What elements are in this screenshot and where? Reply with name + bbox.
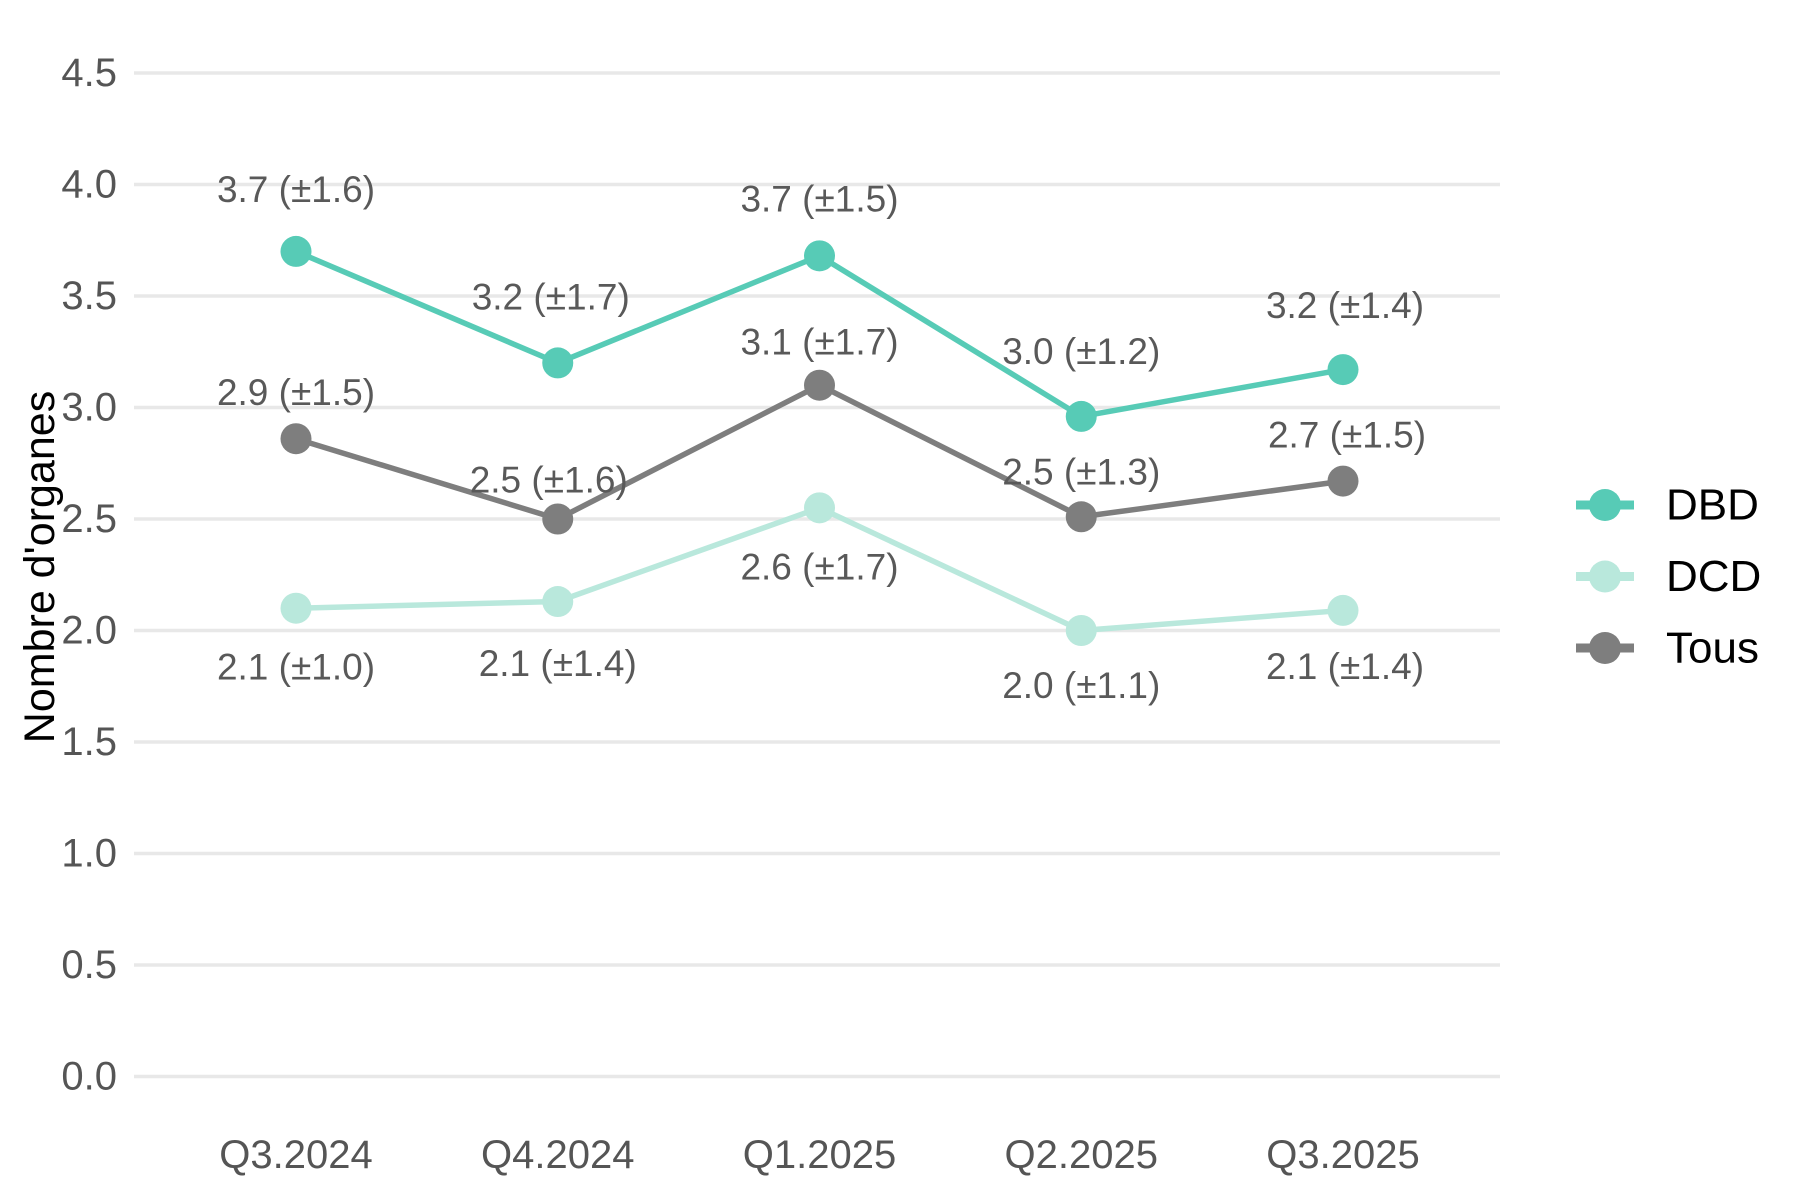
series-point-DCD [542,586,574,618]
x-axis-label: Q3.2025 [1266,1133,1419,1177]
series-point-DCD [1065,615,1097,646]
data-label: 3.1 (±1.7) [740,322,898,363]
data-label: 2.6 (±1.7) [740,546,898,587]
series-point-DCD [804,492,835,524]
data-label: 3.2 (±1.4) [1266,285,1424,326]
y-tick-label: 3.5 [61,274,117,318]
x-axis-label: Q1.2025 [743,1133,896,1177]
legend-dot-icon [1589,560,1621,593]
series-point-DCD [1327,594,1359,626]
series-point-Tous [1065,501,1097,533]
data-label: 3.7 (±1.5) [740,178,898,219]
legend-dot-icon [1589,489,1621,521]
x-axis-label: Q2.2025 [1005,1133,1158,1177]
y-tick-label: 2.0 [61,609,117,653]
y-tick-label: 3.0 [61,386,117,430]
legend-dot-icon [1589,632,1621,664]
y-axis-title: Nombre d'organes [16,391,64,743]
axis-layer: 0.0 0.5 1.0 1.5 2.0 2.5 3.0 3.5 4.0 4.5 Q3.2024 Q4.… [61,51,1419,1177]
series-point-Tous [280,423,312,455]
y-tick-label: 1.5 [61,720,117,764]
data-label: 2.5 (±1.6) [470,460,628,501]
series-point-Tous [542,503,574,535]
series-point-DCD [280,592,312,624]
legend-label: Tous [1666,624,1759,673]
y-tick-label: 4.0 [61,163,117,207]
data-label: 2.9 (±1.5) [217,372,375,413]
data-label: 2.1 (±1.0) [217,647,375,688]
series-point-DBD [1065,400,1097,432]
legend-item-Tous: Tous [1576,624,1759,673]
data-label: 2.0 (±1.1) [1002,665,1160,706]
data-label: 3.2 (±1.7) [472,276,630,317]
data-label: 2.5 (±1.3) [1002,451,1160,492]
y-tick-label: 1.0 [61,832,117,876]
legend: DBD DCD Tous [1576,481,1761,673]
y-tick-label: 0.0 [61,1055,117,1099]
data-label: 3.7 (±1.6) [217,169,375,210]
data-label: 2.1 (±1.4) [1266,646,1424,687]
legend-label: DCD [1666,552,1761,601]
legend-item-DCD: DCD [1576,552,1761,601]
x-axis-label: Q3.2024 [219,1133,372,1177]
y-tick-label: 4.5 [61,51,117,95]
data-label: 2.1 (±1.4) [479,643,637,684]
series-point-DBD [1327,354,1359,386]
legend-item-DBD: DBD [1576,481,1759,530]
series-layer [280,235,1359,646]
y-tick-label: 2.5 [61,497,117,541]
series-point-Tous [804,369,835,401]
y-tick-label: 0.5 [61,943,117,987]
series-point-DBD [804,240,835,272]
data-label: 2.7 (±1.5) [1268,415,1426,456]
series-point-DBD [280,235,312,267]
series-point-DBD [542,347,574,379]
data-label: 3.0 (±1.2) [1002,331,1160,372]
legend-label: DBD [1666,481,1759,530]
x-axis-label: Q4.2024 [481,1133,634,1177]
series-point-Tous [1327,465,1359,497]
data-label-layer: 3.7 (±1.6) 3.2 (±1.7) 3.7 (±1.5) 3.0 (±1.2)… [217,169,1426,706]
